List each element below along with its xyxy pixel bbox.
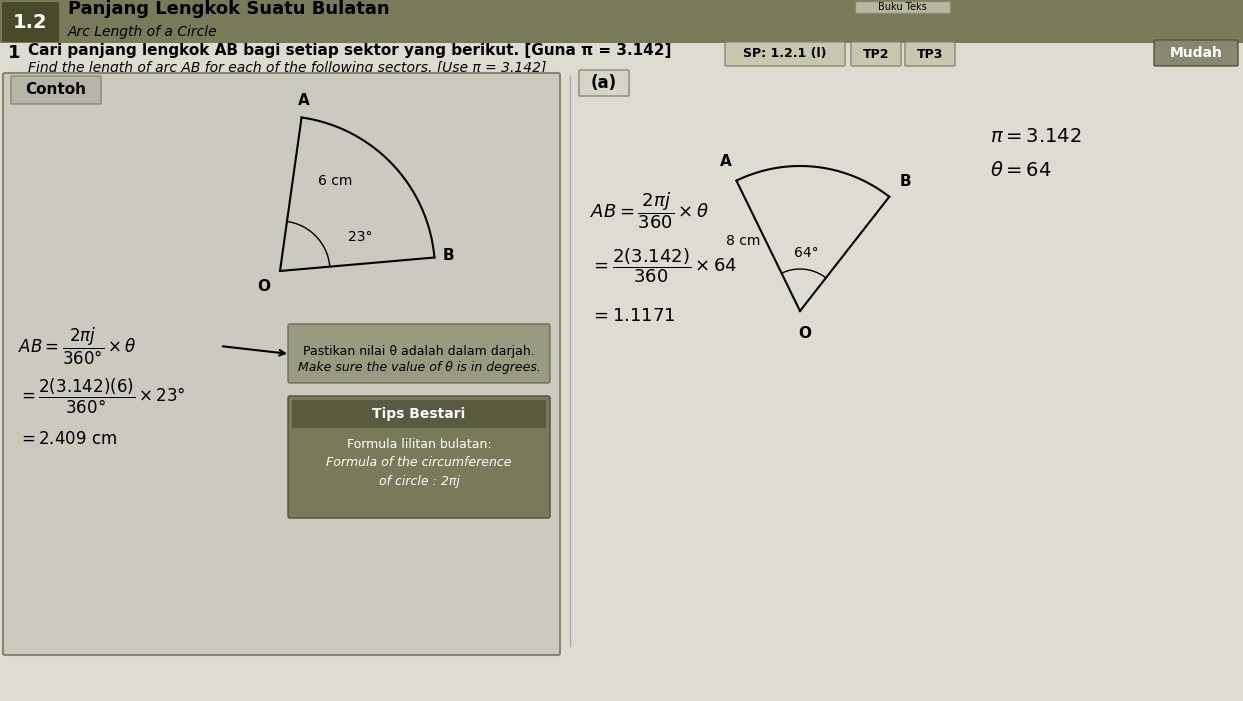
Text: A: A [297,93,310,107]
Text: O: O [798,326,812,341]
Text: 6 cm: 6 cm [318,174,352,188]
Text: Cari panjang lengkok AB bagi setiap sektor yang berikut. [Guna π = 3.142]: Cari panjang lengkok AB bagi setiap sekt… [29,43,671,58]
FancyBboxPatch shape [288,396,549,518]
Text: $\pi= 3.142$: $\pi= 3.142$ [989,126,1081,146]
Text: Make sure the value of θ is in degrees.: Make sure the value of θ is in degrees. [297,362,541,374]
FancyBboxPatch shape [851,42,901,66]
FancyBboxPatch shape [2,2,58,42]
Text: 1.2: 1.2 [12,13,47,32]
Text: SP: 1.2.1 (l): SP: 1.2.1 (l) [743,48,827,60]
Text: $\theta = 64$: $\theta = 64$ [989,161,1052,180]
Text: $= \dfrac{2(3.142)(6)}{360°} \times 23°$: $= \dfrac{2(3.142)(6)}{360°} \times 23°$ [17,376,185,416]
FancyBboxPatch shape [292,400,546,428]
Text: Panjang Lengkok Suatu Bulatan: Panjang Lengkok Suatu Bulatan [68,0,389,18]
Text: Tips Bestari: Tips Bestari [373,407,466,421]
Text: Formula lilitan bulatan:: Formula lilitan bulatan: [347,439,491,451]
Text: of circle : 2πj: of circle : 2πj [379,475,460,487]
Text: Contoh: Contoh [26,83,87,97]
Text: 23°: 23° [348,230,373,244]
Text: 1: 1 [7,44,20,62]
FancyBboxPatch shape [288,324,549,383]
Text: Buku Teks: Buku Teks [878,2,926,12]
Text: O: O [257,279,270,294]
Text: $= \dfrac{2(3.142)}{360} \times 64$: $= \dfrac{2(3.142)}{360} \times 64$ [590,247,737,285]
Text: B: B [443,248,454,263]
Text: TP2: TP2 [863,48,889,60]
FancyBboxPatch shape [855,1,950,13]
FancyBboxPatch shape [905,42,955,66]
FancyBboxPatch shape [579,70,629,96]
Text: A: A [720,154,731,169]
Text: B: B [899,174,911,189]
FancyBboxPatch shape [11,76,101,104]
Text: Formula of the circumference: Formula of the circumference [326,456,512,470]
FancyBboxPatch shape [0,0,1243,43]
FancyBboxPatch shape [2,73,561,655]
Text: Pastikan nilai θ adalah dalam darjah.: Pastikan nilai θ adalah dalam darjah. [303,344,534,358]
FancyBboxPatch shape [1154,40,1238,66]
FancyBboxPatch shape [725,42,845,66]
Text: $AB = \dfrac{2\pi j}{360°} \times \theta$: $AB = \dfrac{2\pi j}{360°} \times \theta… [17,325,137,367]
Text: Arc Length of a Circle: Arc Length of a Circle [68,25,218,39]
Text: $= 1.1171$: $= 1.1171$ [590,307,675,325]
Text: Mudah: Mudah [1170,46,1222,60]
Text: 64°: 64° [794,246,818,260]
Text: 8 cm: 8 cm [726,234,761,248]
Text: $= 2.409\ \mathrm{cm}$: $= 2.409\ \mathrm{cm}$ [17,430,117,448]
Text: Find the length of arc AB for each of the following sectors. [Use π = 3.142]: Find the length of arc AB for each of th… [29,61,547,75]
Text: $AB = \dfrac{2\pi j}{360} \times \theta$: $AB = \dfrac{2\pi j}{360} \times \theta$ [590,191,709,231]
Text: (a): (a) [590,74,617,92]
Text: TP3: TP3 [917,48,943,60]
